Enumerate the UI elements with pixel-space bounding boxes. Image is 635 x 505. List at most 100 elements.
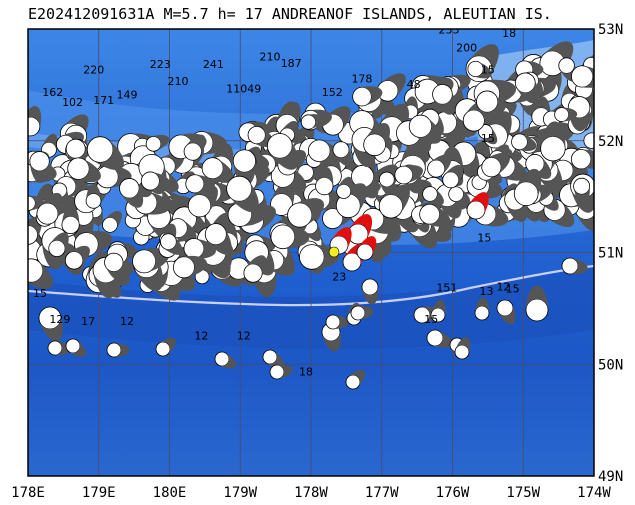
focal-mechanism-quadrant: [120, 183, 144, 208]
depth-label: 129: [49, 313, 70, 326]
focal-mechanism-quadrant: [468, 192, 489, 215]
focal-mechanism: [28, 258, 54, 289]
y-axis-ticks: 53N 52N 51N 50N 49N: [598, 22, 623, 485]
focal-mechanism-quadrant: [218, 352, 237, 369]
focal-mechanism-quadrant: [292, 124, 315, 149]
focal-mechanism: [525, 285, 549, 322]
focal-mechanism: [430, 299, 446, 323]
focal-mechanism: [160, 233, 183, 255]
focal-mechanism-quadrant: [162, 195, 194, 223]
focal-mechanism-quadrant: [436, 137, 464, 162]
depth-label: 18: [299, 365, 313, 378]
focal-mechanism-quadrant: [246, 245, 275, 276]
focal-mechanism-quadrant: [432, 330, 452, 348]
focal-mechanism: [496, 299, 516, 325]
focal-mechanism: [106, 342, 130, 358]
depth-label: 151: [436, 282, 457, 295]
focal-mechanism: [514, 72, 539, 104]
focal-mechanism-quadrant: [413, 214, 430, 233]
focal-mechanism: [394, 165, 424, 185]
focal-mechanism-quadrant: [374, 136, 393, 157]
focal-mechanism-quadrant: [365, 227, 392, 257]
depth-label: 241: [203, 58, 224, 71]
focal-mechanism-quadrant: [277, 165, 307, 192]
focal-mechanism-quadrant: [537, 164, 563, 193]
focal-mechanism-quadrant: [586, 54, 594, 59]
focal-mechanism-quadrant: [281, 149, 307, 174]
focal-mechanism: [86, 136, 125, 170]
focal-mechanism-quadrant: [475, 297, 490, 314]
focal-mechanism-quadrant: [440, 146, 464, 172]
focal-mechanism-quadrant: [568, 258, 588, 275]
focal-mechanism-quadrant: [74, 214, 94, 237]
y-tick-label: 50N: [598, 357, 623, 373]
focal-mechanism-quadrant: [49, 232, 69, 253]
focal-mechanism-quadrant: [114, 262, 135, 281]
focal-mechanism-quadrant: [143, 191, 171, 215]
depth-label: 12: [194, 330, 208, 343]
focal-mechanism-quadrant: [583, 101, 594, 118]
focal-mechanism: [350, 305, 374, 321]
focal-mechanism: [466, 192, 489, 220]
focal-mechanism: [183, 238, 216, 259]
focal-mechanism-quadrant: [185, 134, 206, 157]
focal-mechanism-quadrant: [192, 238, 216, 259]
focal-mechanism: [481, 152, 511, 178]
focal-mechanism-quadrant: [306, 114, 325, 130]
focal-mechanism-quadrant: [480, 126, 498, 145]
focal-mechanism-quadrant: [444, 164, 464, 185]
x-tick-label: 176W: [436, 485, 470, 501]
focal-mechanism-quadrant: [482, 98, 507, 122]
focal-mechanism: [361, 278, 379, 305]
focal-mechanism-quadrant: [275, 364, 293, 379]
depth-label: 171: [93, 94, 114, 107]
focal-mechanism-quadrant: [451, 188, 471, 206]
depth-label: 162: [42, 86, 63, 99]
focal-mechanism: [477, 124, 498, 145]
focal-mechanism-quadrant: [150, 134, 170, 151]
focal-mechanism-quadrant: [92, 139, 125, 170]
focal-mechanism: [561, 257, 588, 275]
focal-mechanism: [300, 114, 325, 130]
focal-mechanism-quadrant: [425, 188, 444, 206]
focal-mechanism-quadrant: [207, 159, 234, 183]
depth-label: 149: [117, 88, 138, 101]
focal-mechanism-quadrant: [372, 210, 402, 242]
focal-mechanism: [432, 84, 456, 115]
focal-mechanism-quadrant: [113, 343, 130, 358]
focal-mechanism: [65, 338, 87, 357]
focal-mechanism-quadrant: [403, 96, 418, 113]
focal-mechanism-quadrant: [580, 65, 594, 88]
focal-mechanism: [119, 178, 144, 208]
focal-mechanism: [467, 60, 492, 79]
focal-mechanism-quadrant: [531, 96, 551, 118]
focal-mechanism-quadrant: [315, 166, 334, 188]
focal-mechanism-quadrant: [338, 183, 367, 213]
focal-mechanism-quadrant: [438, 81, 465, 109]
depth-label: 23: [332, 270, 346, 283]
focal-mechanism-quadrant: [149, 172, 171, 191]
focal-mechanism: [363, 122, 391, 157]
focal-mechanism: [474, 297, 490, 321]
focal-mechanism-quadrant: [210, 143, 234, 170]
focal-mechanism: [448, 186, 471, 206]
focal-mechanism: [352, 86, 383, 107]
focal-mechanism-quadrant: [163, 235, 183, 255]
focal-mechanism-quadrant: [202, 246, 231, 279]
focal-mechanism-quadrant: [358, 236, 377, 256]
focal-mechanism-quadrant: [433, 90, 456, 115]
focal-mechanism-quadrant: [575, 213, 594, 231]
focal-mechanism-quadrant: [38, 192, 63, 220]
focal-mechanism-quadrant: [155, 170, 179, 193]
focal-mechanism-quadrant: [515, 168, 542, 199]
focal-mechanism: [67, 157, 101, 183]
focal-mechanism-quadrant: [449, 74, 471, 94]
focal-mechanism-quadrant: [39, 314, 63, 342]
focal-mechanism-quadrant: [486, 152, 511, 176]
focal-mechanism: [513, 168, 542, 207]
focal-mechanism: [422, 186, 444, 206]
focal-mechanism-quadrant: [478, 96, 503, 123]
focal-mechanism: [454, 337, 471, 360]
focal-mechanism-quadrant: [497, 304, 516, 325]
